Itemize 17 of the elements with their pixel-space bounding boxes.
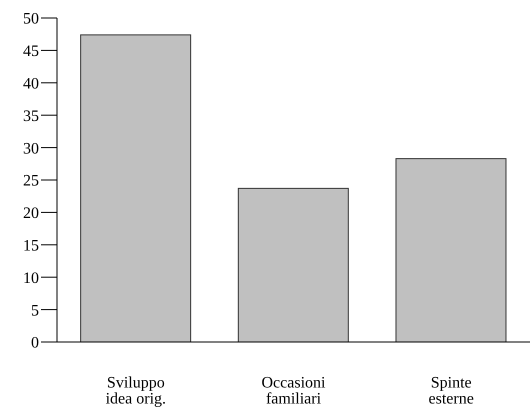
bar bbox=[238, 188, 349, 342]
y-tick-label: 0 bbox=[31, 334, 39, 352]
y-tick-label: 35 bbox=[23, 108, 39, 125]
y-tick-label: 20 bbox=[23, 205, 39, 222]
y-tick-label: 15 bbox=[23, 237, 39, 254]
y-tick-label: 10 bbox=[23, 270, 39, 287]
x-tick-label: Sviluppo idea orig. bbox=[106, 374, 166, 408]
x-tick-label: Occasioni familiari bbox=[262, 374, 326, 408]
y-tick-label: 25 bbox=[23, 172, 39, 190]
y-tick-label: 50 bbox=[23, 10, 39, 28]
y-tick-label: 5 bbox=[31, 302, 39, 320]
y-tick-label: 30 bbox=[23, 140, 39, 158]
y-tick-label: 45 bbox=[23, 43, 39, 60]
x-tick-label: Spinte esterne bbox=[428, 374, 474, 408]
y-tick-label: 40 bbox=[23, 75, 39, 92]
bar bbox=[80, 34, 192, 342]
bar bbox=[395, 158, 506, 342]
